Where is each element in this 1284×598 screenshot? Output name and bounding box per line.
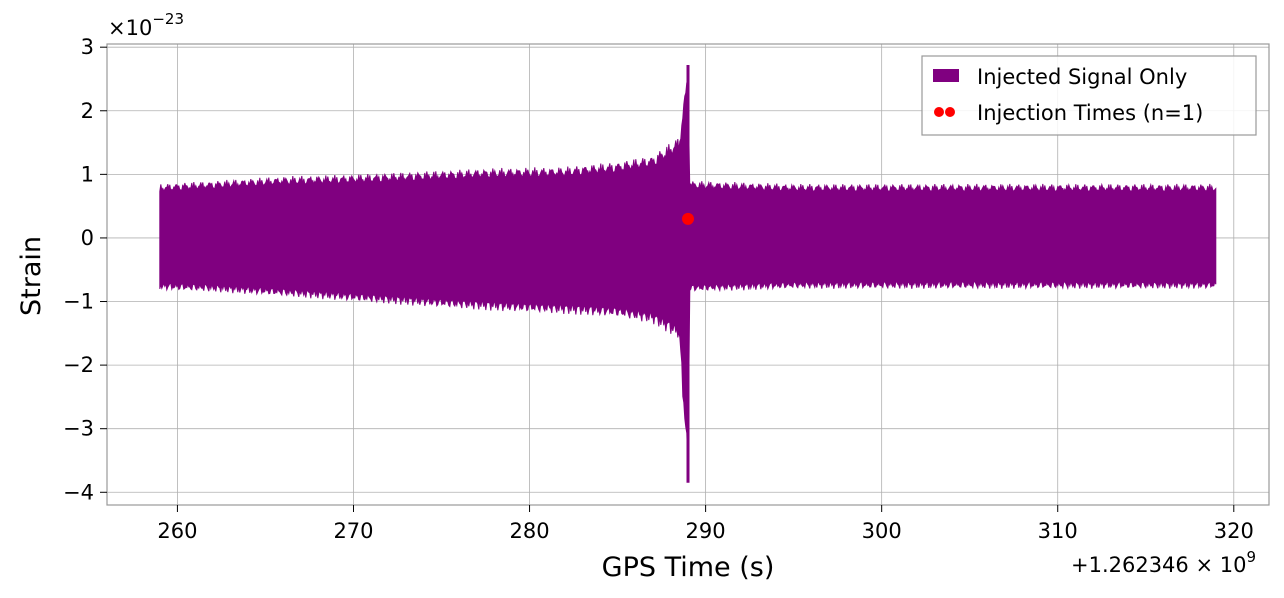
y-multiplier: ×10−23 — [108, 10, 184, 40]
x-tick-label: 300 — [862, 519, 902, 543]
x-tick-label: 280 — [509, 519, 549, 543]
y-axis-ticks: 3 2 1 0 −1 −2 −3 −4 — [63, 35, 107, 504]
x-offset-base: +1.262346 × 10 — [1071, 553, 1246, 577]
legend-label-injection: Injection Times (n=1) — [977, 101, 1203, 125]
y-axis-label: Strain — [16, 236, 47, 316]
injection-time-marker — [682, 212, 694, 225]
y-multiplier-exponent: −23 — [152, 10, 184, 28]
x-tick-label: 270 — [333, 519, 373, 543]
x-tick-label: 260 — [157, 519, 197, 543]
x-axis-label: GPS Time (s) — [602, 552, 775, 583]
x-tick-label: 320 — [1214, 519, 1254, 543]
legend-label-signal: Injected Signal Only — [977, 65, 1187, 89]
x-tick-label: 290 — [686, 519, 726, 543]
legend-swatch-signal — [933, 69, 959, 82]
series-layer — [159, 64, 1217, 483]
y-tick-label: 2 — [81, 99, 94, 123]
plot-frame — [106, 43, 1270, 506]
legend: Injected Signal Only Injection Times (n=… — [921, 55, 1257, 136]
y-multiplier-base: ×10 — [108, 16, 152, 40]
y-tick-label: −2 — [63, 353, 94, 377]
legend-box — [921, 55, 1257, 136]
legend-marker-injection-b — [945, 107, 955, 117]
y-tick-label: −1 — [63, 290, 94, 314]
y-tick-label: 1 — [81, 162, 94, 186]
y-tick-label: −3 — [63, 417, 94, 441]
y-tick-label: −4 — [63, 480, 94, 504]
y-tick-label: 0 — [81, 226, 94, 250]
y-tick-label: 3 — [81, 35, 94, 59]
x-axis-ticks: 260 270 280 290 300 310 320 — [157, 505, 1254, 543]
x-offset-exponent: 9 — [1246, 548, 1256, 566]
x-tick-label: 310 — [1038, 519, 1078, 543]
legend-marker-injection-a — [934, 107, 944, 117]
x-offset: +1.262346 × 109 — [1071, 548, 1256, 577]
